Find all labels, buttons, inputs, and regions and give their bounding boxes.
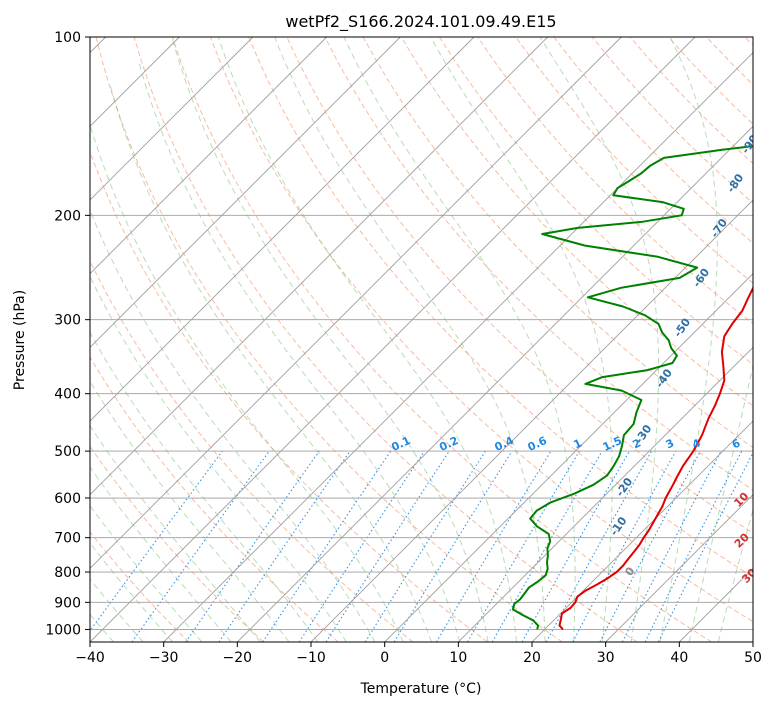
moist-adiabat-line (90, 380, 290, 642)
y-tick-label: 900 (54, 595, 81, 611)
x-tick-label: 10 (449, 650, 467, 666)
grid (90, 37, 753, 642)
mixing-ratio-line (131, 450, 270, 642)
moist-adiabat-line (217, 37, 517, 642)
x-tick-label: 20 (523, 650, 541, 666)
y-tick-label: 800 (54, 565, 81, 581)
y-tick-label: 500 (54, 444, 81, 460)
moist-adiabat-line (109, 83, 432, 642)
isotherm-line (384, 273, 753, 642)
x-tick-label: −40 (75, 650, 105, 666)
moist-adiabat-line (659, 37, 718, 642)
isotherm-line (531, 420, 753, 642)
mixing-ratio-line (393, 450, 513, 642)
isotherm-line (90, 37, 696, 642)
moist-adiabat-line (138, 61, 461, 642)
plot-frame (89, 36, 754, 643)
isotherm-line (458, 346, 753, 642)
mixing-ratio-line (90, 450, 223, 632)
dry-adiabat-line (324, 37, 753, 491)
x-tick-label: −10 (296, 650, 326, 666)
dry-adiabat-line (438, 37, 753, 366)
isotherm-line (90, 37, 622, 569)
moist-adiabat-line (90, 331, 319, 642)
x-tick-label: −20 (223, 650, 253, 666)
mixing-ratio-line (521, 450, 630, 642)
mixing-ratio-line (545, 450, 653, 642)
dry-adiabat-line (171, 37, 712, 642)
mixing-ratio-line (218, 450, 351, 642)
moist-adiabat-line (90, 466, 232, 642)
dry-adiabat-line (515, 37, 753, 284)
moist-adiabat-line (274, 37, 546, 642)
isotherm-line (605, 494, 753, 642)
y-tick-label: 1000 (45, 622, 81, 638)
isotherm-line (163, 52, 753, 642)
y-tick-label: 100 (54, 30, 81, 46)
mixing-ratio-line (262, 450, 392, 642)
isotherm-line (90, 37, 327, 275)
moist-adiabat-line (90, 505, 203, 642)
mixing-ratio-line (657, 451, 753, 642)
y-tick-label: 200 (54, 208, 81, 224)
profile-line (558, 285, 753, 631)
x-axis-label: Temperature (°C) (360, 681, 482, 697)
mixing-ratio-line (298, 450, 425, 642)
moist-adiabat-line (343, 37, 576, 642)
dry-adiabat-line (95, 37, 563, 642)
y-tick-label: 600 (54, 491, 81, 507)
dry-adiabat-line (90, 356, 339, 642)
moist-adiabat-line (90, 275, 347, 642)
x-tick-label: 0 (380, 650, 389, 666)
mixing-ratio-line (644, 450, 743, 642)
y-tick-label: 700 (54, 531, 81, 547)
dry-adiabat-line (210, 37, 753, 623)
moist-adiabat-line (90, 578, 144, 642)
profile-line (512, 145, 753, 630)
x-tick-label: 40 (670, 650, 688, 666)
moist-adiabat-line (430, 37, 613, 642)
isotherm-line (90, 37, 475, 422)
moist-adiabat-line (539, 37, 660, 642)
y-axis-label: Pressure (hPa) (12, 290, 28, 390)
y-tick-label: 400 (54, 387, 81, 403)
dry-adiabat-line (248, 37, 753, 578)
mixing-ratio-line (185, 450, 320, 642)
moist-adiabat-line (717, 507, 753, 642)
x-tick-label: 50 (744, 650, 762, 666)
dry-adiabat-line (400, 37, 753, 407)
mixing-ratio-line (572, 450, 677, 642)
isotherm-line (90, 37, 548, 496)
chart-title: wetPf2_S166.2024.101.09.49.E15 (285, 12, 556, 32)
y-tick-label: 300 (54, 313, 81, 329)
isotherm-line (237, 125, 753, 642)
dry-adiabat-line (90, 531, 190, 642)
axis-ticks: −40 −30 −20 −10 0 10 20 30 40 50 100 200 300 400 500 60… (45, 30, 762, 666)
moist-adiabat-line (171, 37, 489, 642)
dry-adiabat-line (90, 150, 488, 642)
x-tick-label: 30 (597, 650, 615, 666)
mixing-ratio-line (325, 450, 450, 642)
moist-adiabat-label: 40 (749, 595, 769, 615)
moist-adiabat-line (688, 363, 753, 642)
isotherm-line (310, 199, 753, 642)
dry-adiabat-line (90, 445, 264, 642)
isotherm-line (90, 37, 254, 201)
profiles (512, 145, 753, 631)
isotherm-line (90, 37, 401, 348)
x-tick-label: −30 (149, 650, 179, 666)
